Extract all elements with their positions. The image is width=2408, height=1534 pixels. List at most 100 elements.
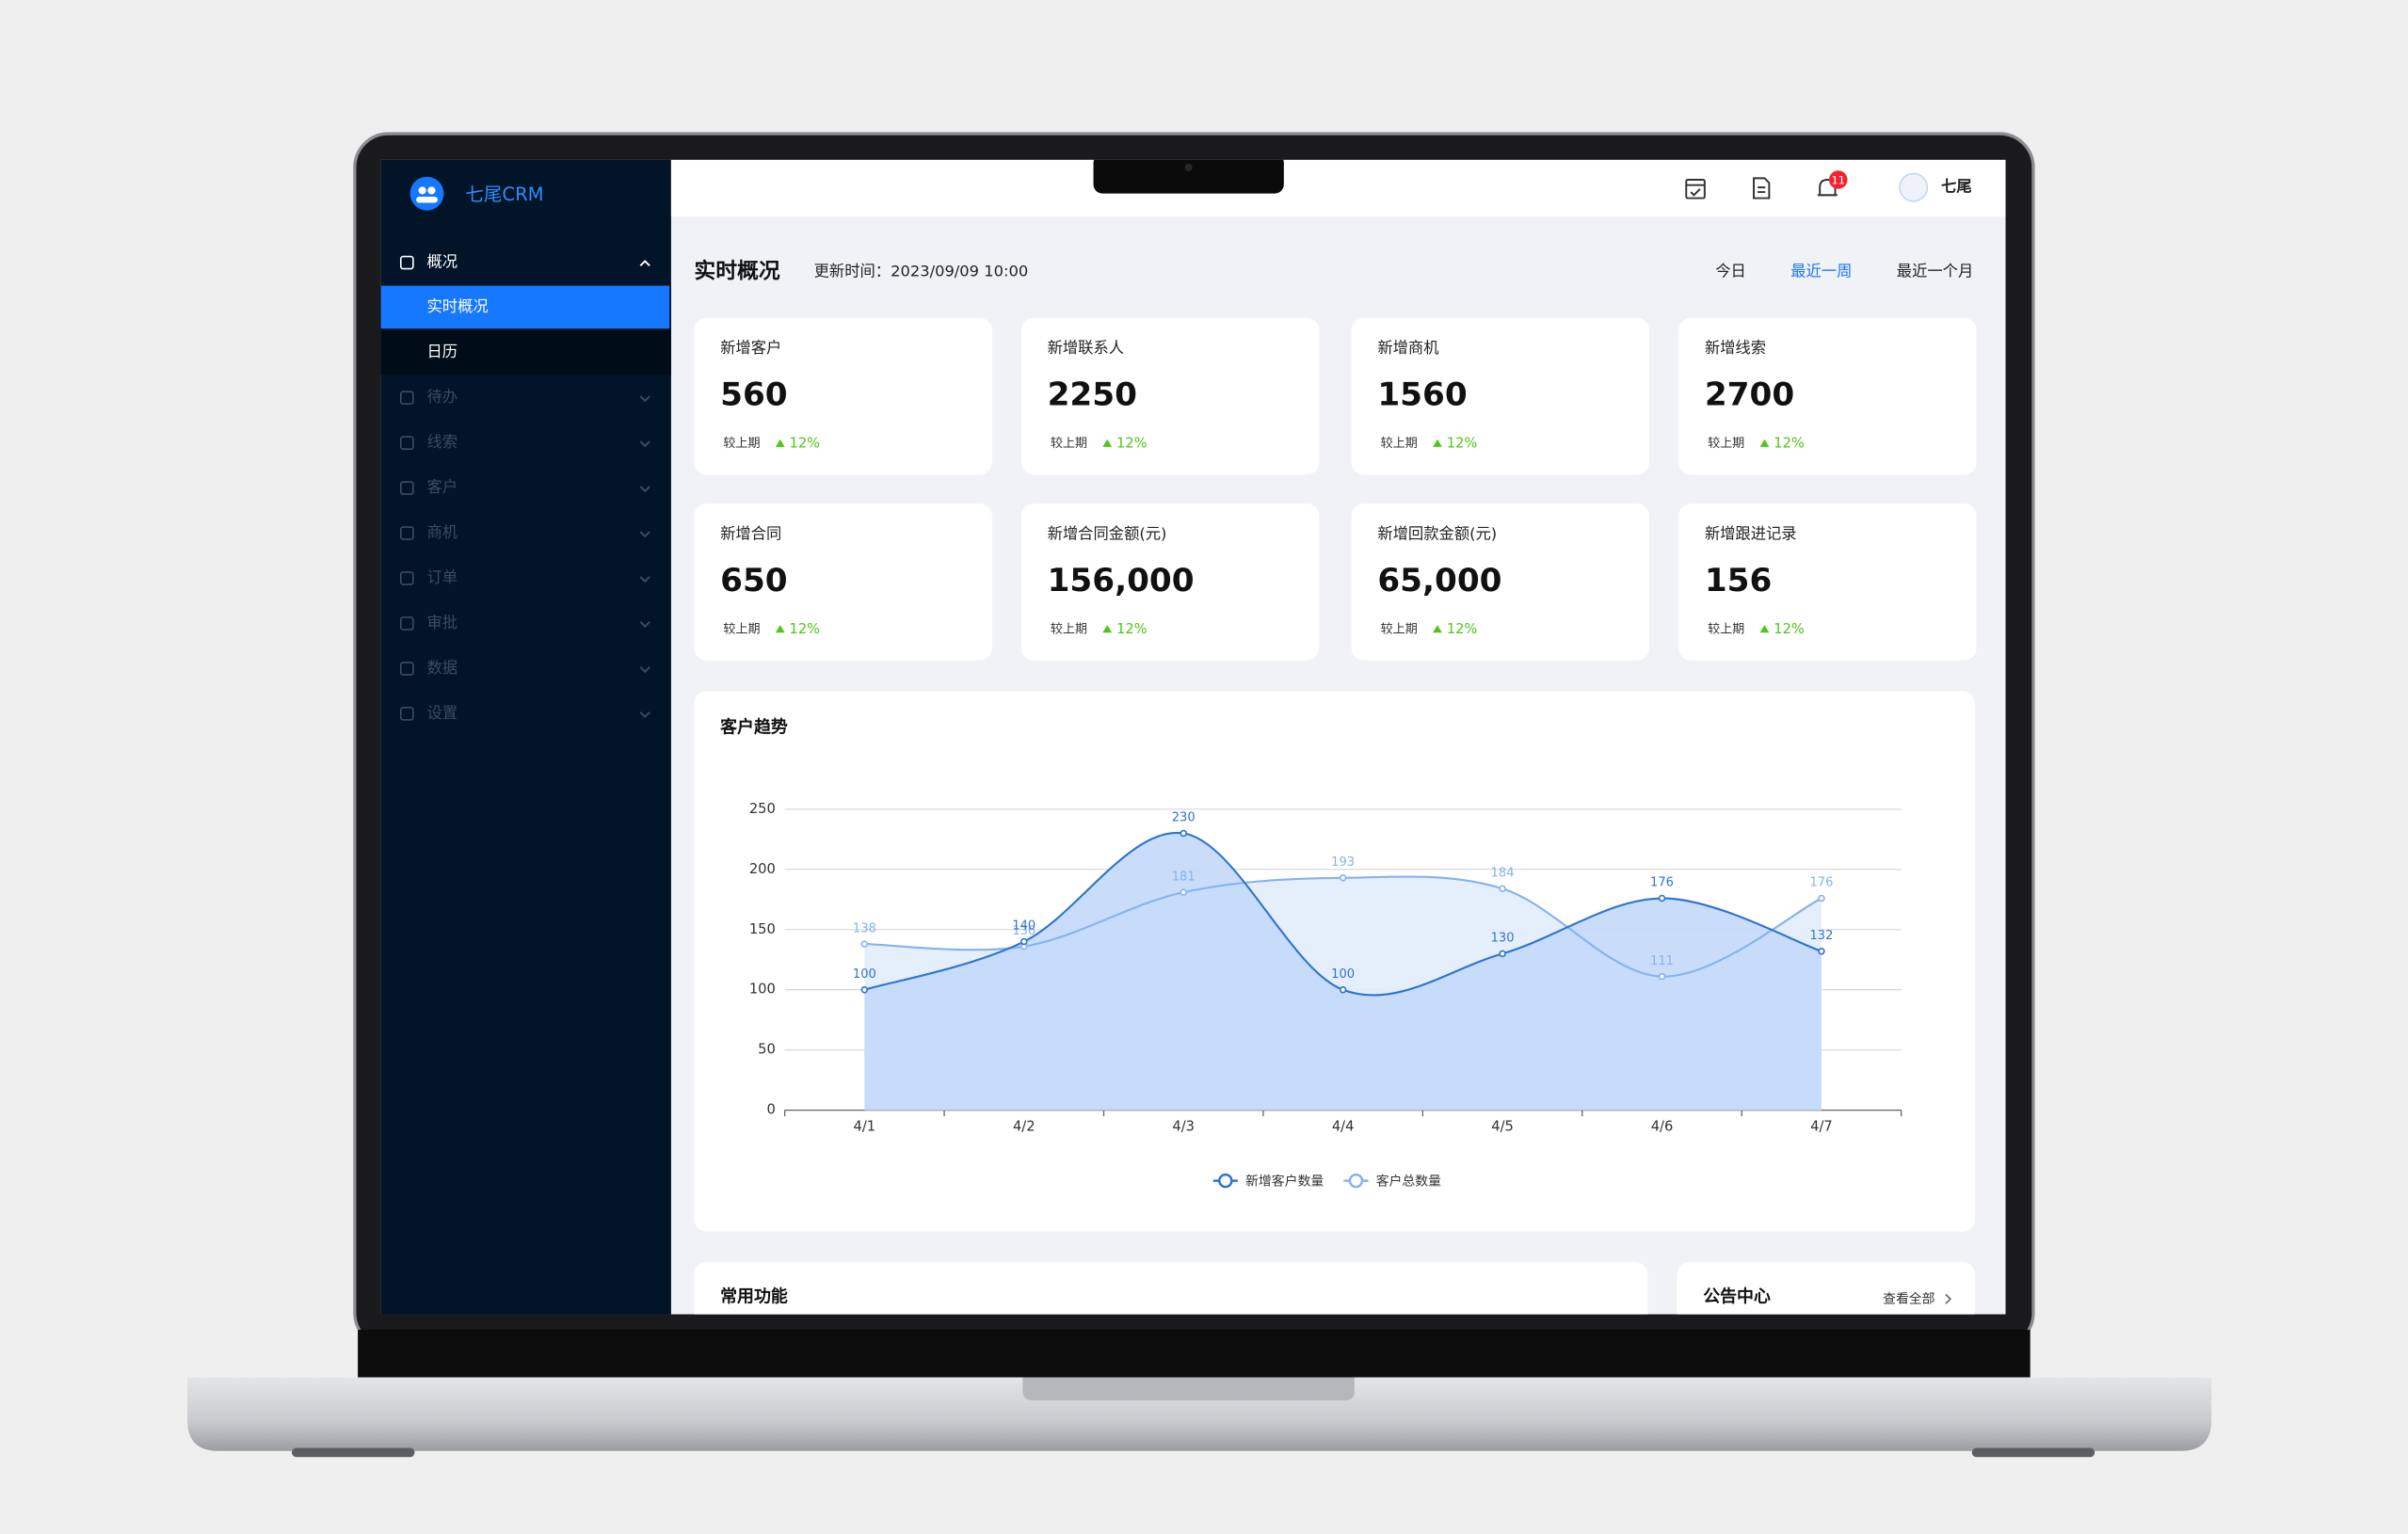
stat-value: 65,000 [1377,562,1501,599]
panel [694,1262,1648,1315]
legend-label[interactable]: 客户总数量 [1376,1173,1441,1189]
series-area [864,832,1822,1111]
data-label: 181 [1172,870,1196,884]
stat-value: 2700 [1705,376,1794,414]
stat-compare: 较上期 [1051,622,1087,636]
menu-item[interactable]: 概况 [427,253,458,271]
menu-icon [399,571,414,585]
menu-item[interactable]: 数据 [427,659,458,677]
data-point [1658,972,1666,981]
x-tick-label: 4/4 [1332,1119,1355,1135]
menu-item[interactable]: 设置 [427,704,458,722]
stat-label: 新增回款金额(元) [1377,524,1497,542]
link-chevron [1945,1293,1952,1304]
panel [1677,1262,1975,1315]
data-label: 130 [1491,932,1515,946]
stat-card [1020,503,1320,661]
stat-label: 新增商机 [1377,339,1438,357]
up-arrow [1102,625,1113,633]
menu-item[interactable]: 客户 [427,478,458,496]
legend-marker[interactable] [1348,1173,1364,1189]
data-point [1818,948,1825,955]
stat-value: 156 [1705,562,1773,599]
stat-change: 12% [1774,621,1805,637]
x-tick-label: 4/6 [1651,1119,1674,1135]
menu-item[interactable]: 订单 [427,568,458,586]
stat-compare: 较上期 [1708,437,1744,451]
range-tab[interactable]: 今日 [1715,262,1746,280]
stat-value: 560 [720,376,788,414]
range-tab[interactable]: 最近一个月 [1897,262,1973,280]
stat-change: 12% [1116,436,1148,452]
data-label: 100 [853,967,876,982]
x-tick-label: 4/7 [1810,1119,1833,1135]
x-tick-label: 4/5 [1491,1119,1514,1135]
stat-change: 12% [790,436,821,452]
stat-compare: 较上期 [1708,622,1744,636]
stat-card [694,317,992,475]
stat-value: 2250 [1048,376,1137,414]
data-label: 184 [1491,866,1515,880]
menu-item[interactable]: 待办 [427,388,458,406]
menu-icon [399,662,414,676]
stat-label: 新增合同 [720,524,781,542]
menu-item[interactable]: 线索 [427,433,458,451]
data-point [860,985,869,994]
data-point [1499,950,1506,958]
update-time: 更新时间：2023/09/09 10:00 [814,262,1029,280]
up-arrow [775,439,785,447]
data-label: 100 [1331,967,1355,982]
up-arrow [1433,625,1442,633]
stat-compare: 较上期 [1381,437,1418,451]
y-tick-label: 100 [749,982,776,998]
logo-glyph [416,196,438,203]
submenu-item[interactable]: 日历 [427,343,458,360]
submenu-item[interactable]: 实时概况 [427,297,489,315]
up-arrow [1102,439,1113,447]
data-point [1658,894,1666,903]
range-tab[interactable]: 最近一周 [1790,262,1852,280]
chevron [639,395,650,403]
legend-label[interactable]: 新增客户数量 [1245,1173,1324,1189]
logo-text[interactable]: 七尾CRM [465,184,543,205]
stat-compare: 较上期 [723,622,760,636]
stat-compare: 较上期 [723,437,760,451]
panel-link[interactable]: 查看全部 [1883,1290,1935,1306]
stat-label: 新增联系人 [1048,339,1124,357]
camera-notch [1093,159,1284,194]
laptop-foot [291,1447,415,1458]
data-label: 138 [853,921,876,935]
data-label: 111 [1650,954,1674,968]
menu-item[interactable]: 审批 [427,614,458,631]
data-point [1339,874,1347,882]
avatar[interactable] [1899,172,1929,202]
badge-count: 11 [1832,173,1846,186]
menu-icon [399,481,414,495]
menu-item[interactable]: 商机 [427,523,458,541]
stat-card [1351,503,1650,661]
stat-card [1678,317,1977,475]
stat-label: 新增线索 [1705,339,1766,357]
y-tick-label: 150 [749,921,776,937]
stat-value: 156,000 [1048,562,1195,599]
menu-icon [399,526,414,540]
calendar-icon[interactable] [1685,179,1706,200]
user-name[interactable]: 七尾 [1941,178,1972,196]
chevron [639,711,650,719]
data-point [1180,888,1187,896]
up-arrow [1759,625,1770,633]
page-title: 实时概况 [694,258,779,283]
data-point [1499,885,1506,893]
data-label: 176 [1809,876,1833,890]
document-icon[interactable] [1753,177,1771,200]
legend-marker[interactable] [1218,1173,1233,1189]
stat-label: 新增客户 [720,339,781,357]
stat-card [1351,317,1650,475]
chevron [639,666,650,674]
data-point [1180,829,1187,838]
laptop-notch-base [1022,1377,1355,1400]
stat-change: 12% [1447,621,1478,637]
laptop-hinge [358,1329,2031,1380]
